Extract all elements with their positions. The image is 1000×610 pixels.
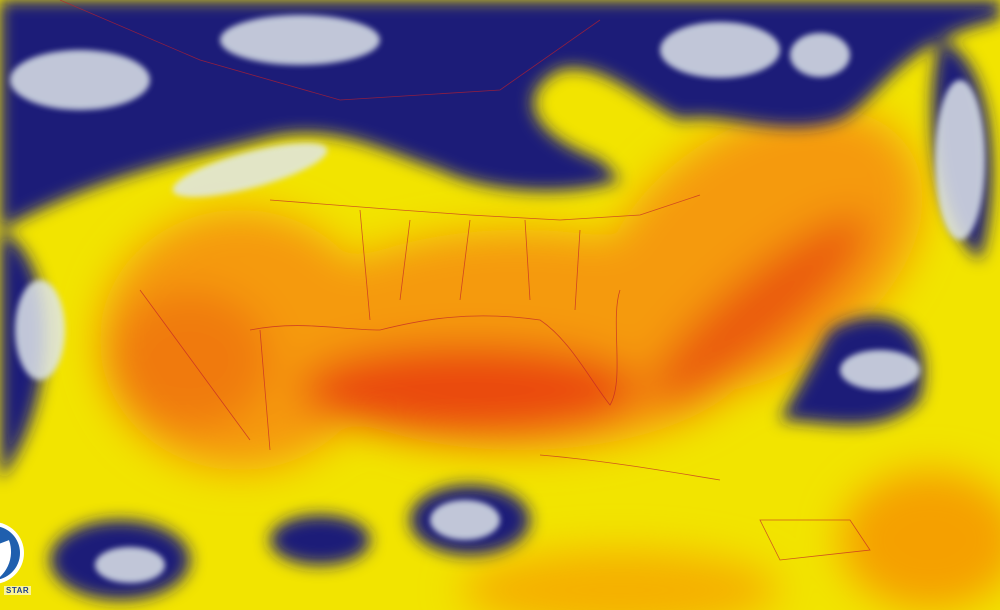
noaa-seagull-icon [0, 526, 20, 580]
cloud-tops [10, 15, 985, 583]
political-borders [59, 0, 871, 561]
dry-air-region [100, 107, 1000, 610]
logo-text: STAR [4, 586, 32, 595]
